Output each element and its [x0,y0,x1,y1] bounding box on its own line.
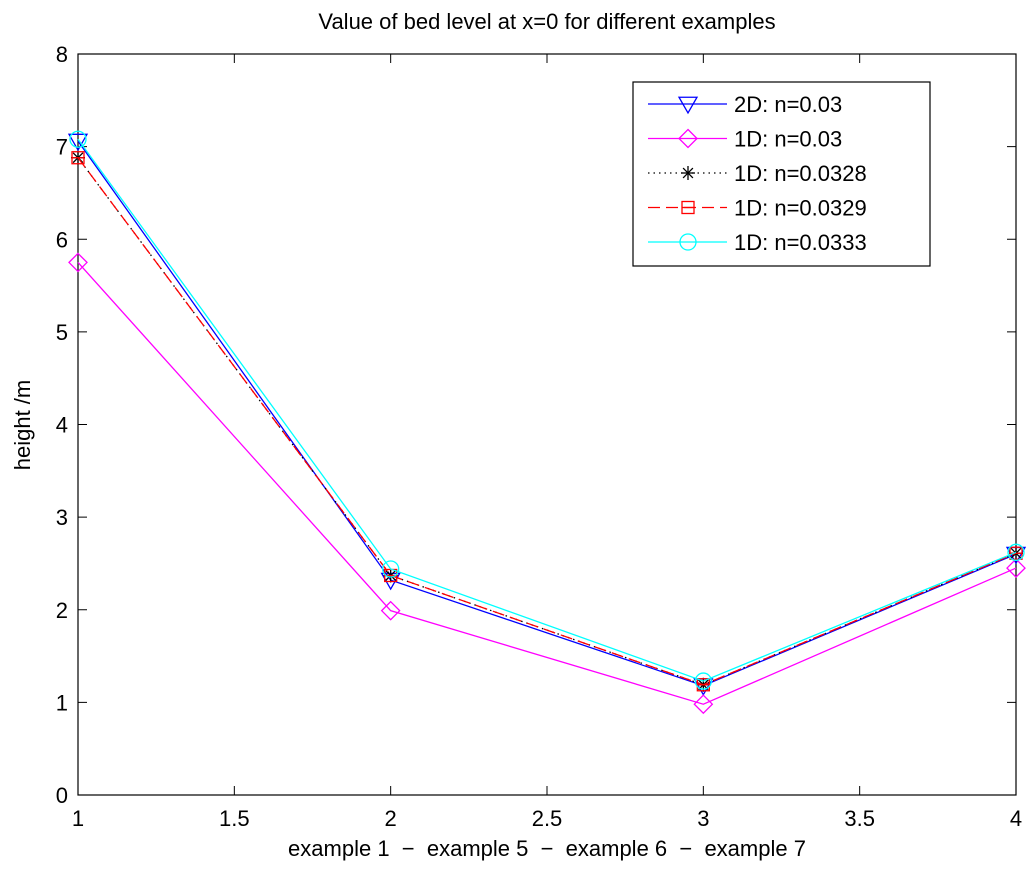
y-axis-label: height /m [10,380,35,471]
x-tick-label: 3.5 [844,806,875,831]
x-axis-label: example 1 − example 5 − example 6 − exam… [288,836,806,861]
legend-label: 1D: n=0.03 [734,127,842,152]
legend-label: 1D: n=0.0328 [734,161,867,186]
y-tick-label: 7 [56,135,68,160]
x-tick-label: 3 [697,806,709,831]
legend-label: 1D: n=0.0333 [734,230,867,255]
y-tick-label: 2 [56,598,68,623]
y-tick-label: 6 [56,227,68,252]
legend: 2D: n=0.03 1D: n=0.03 1D: n=0.0328 1D: n=0.… [633,82,930,266]
legend-label: 1D: n=0.0329 [734,196,867,221]
x-tick-label: 4 [1010,806,1022,831]
legend-marker [681,166,695,180]
y-tick-label: 1 [56,690,68,715]
y-tick-label: 3 [56,505,68,530]
x-tick-label: 1.5 [219,806,250,831]
x-tick-label: 2.5 [532,806,563,831]
x-tick-label: 1 [72,806,84,831]
legend-label: 2D: n=0.03 [734,92,842,117]
y-tick-label: 5 [56,320,68,345]
y-tick-label: 4 [56,413,68,438]
chart-title: Value of bed level at x=0 for different … [318,9,775,34]
x-tick-label: 2 [385,806,397,831]
y-tick-label: 8 [56,42,68,67]
y-tick-label: 0 [56,783,68,808]
